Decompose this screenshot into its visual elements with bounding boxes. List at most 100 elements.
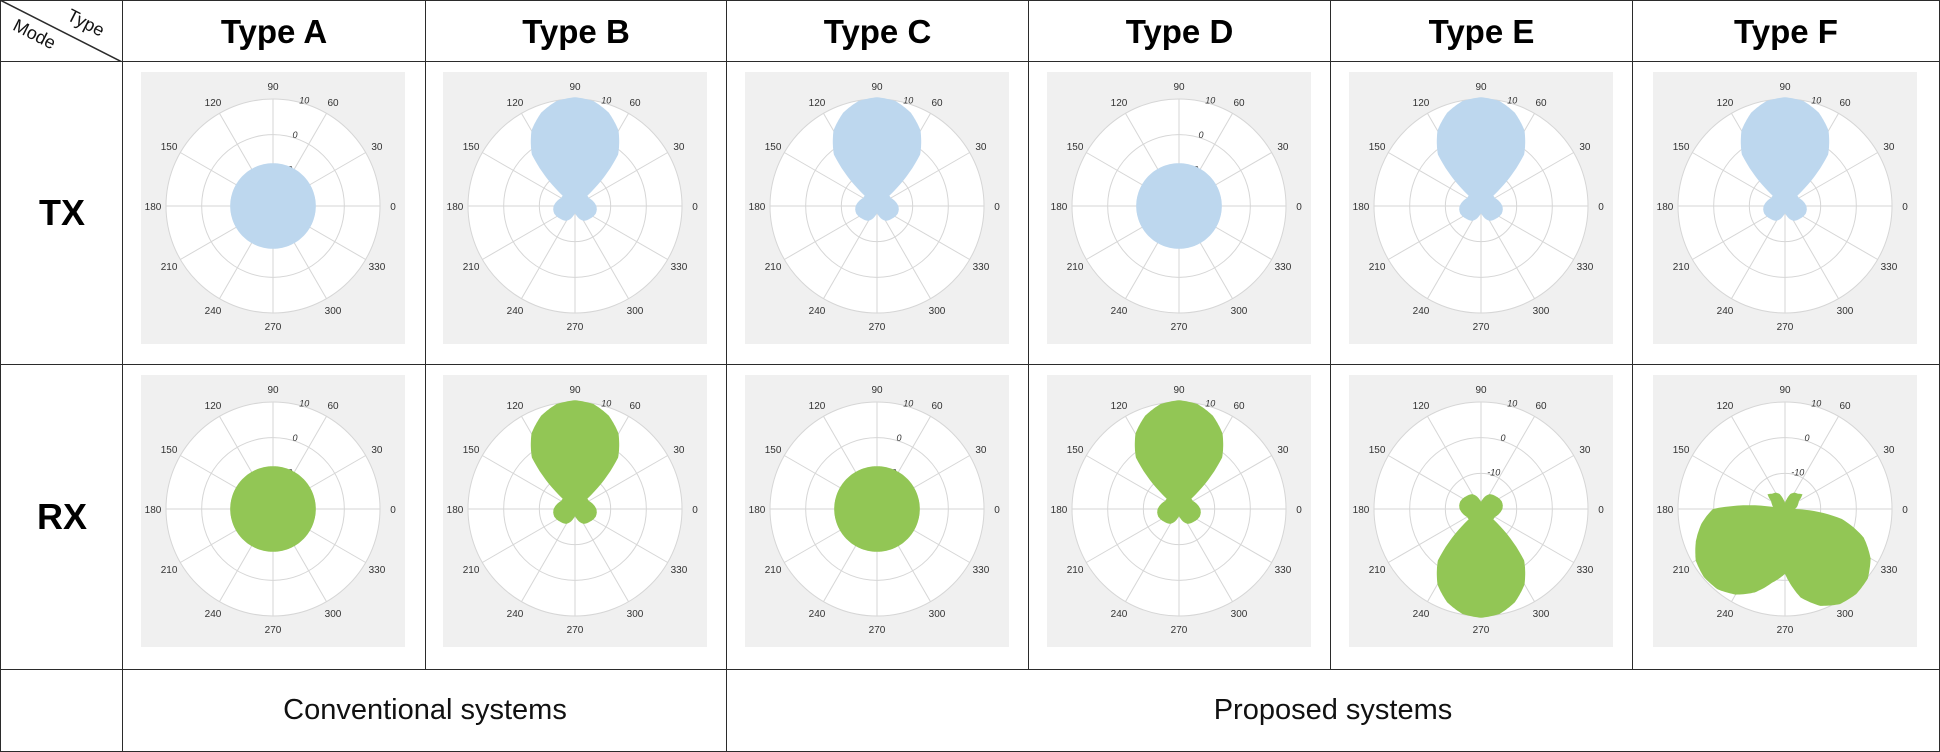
angle-gridline — [574, 508, 629, 602]
radial-tick-label: 10 — [903, 96, 913, 106]
angle-tick-label: 330 — [671, 565, 688, 576]
angle-tick-label: 60 — [629, 401, 641, 412]
radial-tick-label: 0 — [1198, 130, 1203, 140]
radial-tick-label: 10 — [1811, 399, 1821, 409]
angle-tick-label: 120 — [1717, 98, 1734, 109]
angle-gridline — [1480, 416, 1535, 510]
angle-gridline — [574, 152, 668, 207]
angle-tick-label: 300 — [325, 306, 342, 317]
angle-tick-label: 90 — [1173, 385, 1185, 396]
angle-gridline — [521, 508, 576, 602]
angle-gridline — [1480, 152, 1574, 207]
radial-tick-label: -10 — [1487, 468, 1500, 478]
angle-tick-label: 240 — [1412, 609, 1429, 620]
angle-tick-label: 180 — [1050, 505, 1067, 516]
radial-tick-label: 10 — [1507, 399, 1517, 409]
angle-tick-label: 210 — [1066, 262, 1083, 273]
angle-gridline — [822, 205, 877, 299]
angle-tick-label: 180 — [1050, 202, 1067, 213]
angle-tick-label: 300 — [928, 609, 945, 620]
angle-tick-label: 210 — [1673, 262, 1690, 273]
angle-tick-label: 180 — [1352, 505, 1369, 516]
angle-tick-label: 120 — [808, 98, 825, 109]
angle-tick-label: 270 — [1777, 322, 1794, 333]
footer-conventional-systems: Conventional systems — [122, 669, 728, 752]
angle-tick-label: 60 — [1233, 401, 1245, 412]
radiation-pattern-tx — [530, 97, 620, 221]
radial-tick-label: 0 — [1804, 433, 1809, 443]
angle-gridline — [783, 152, 877, 207]
angle-tick-label: 90 — [1475, 385, 1487, 396]
angle-tick-label: 150 — [161, 142, 178, 153]
angle-tick-label: 150 — [764, 142, 781, 153]
angle-tick-label: 0 — [1598, 202, 1604, 213]
angle-gridline — [1426, 205, 1481, 299]
angle-tick-label: 300 — [1837, 306, 1854, 317]
angle-tick-label: 300 — [1532, 306, 1549, 317]
angle-tick-label: 120 — [1412, 401, 1429, 412]
angle-tick-label: 30 — [1883, 142, 1895, 153]
angle-tick-label: 180 — [145, 505, 162, 516]
angle-tick-label: 90 — [1173, 82, 1185, 93]
angle-gridline — [1124, 508, 1179, 602]
angle-tick-label: 330 — [671, 262, 688, 273]
corner-cell: Type Mode — [0, 0, 124, 63]
angle-tick-label: 180 — [145, 202, 162, 213]
angle-tick-label: 90 — [1779, 82, 1791, 93]
angle-tick-label: 300 — [1230, 306, 1247, 317]
angle-tick-label: 150 — [1368, 445, 1385, 456]
angle-tick-label: 180 — [447, 202, 464, 213]
radiation-pattern-rx — [833, 466, 920, 552]
angle-tick-label: 240 — [1110, 609, 1127, 620]
angle-tick-label: 330 — [1576, 262, 1593, 273]
angle-tick-label: 150 — [1673, 445, 1690, 456]
angle-tick-label: 30 — [1579, 142, 1591, 153]
column-header-type-e: Type E — [1330, 0, 1633, 63]
angle-tick-label: 270 — [1777, 625, 1794, 636]
cell-rx-type-e: 0 30 60 90 120 150 180 210 240 270 300 330 -10 0 10 — [1330, 364, 1633, 670]
angle-tick-label: 270 — [1170, 625, 1187, 636]
angle-gridline — [1178, 508, 1233, 602]
angle-gridline — [1178, 455, 1272, 510]
angle-tick-label: 150 — [463, 445, 480, 456]
row-label-rx: RX — [0, 364, 124, 670]
angle-tick-label: 270 — [265, 322, 282, 333]
angle-tick-label: 240 — [507, 609, 524, 620]
radial-tick-label: 10 — [601, 96, 611, 106]
angle-tick-label: 150 — [463, 142, 480, 153]
radiation-pattern-rx — [1134, 400, 1223, 524]
radial-tick-label: 10 — [299, 96, 309, 106]
angle-gridline — [1784, 455, 1878, 510]
angle-tick-label: 330 — [369, 565, 386, 576]
radiation-pattern-rx — [530, 400, 620, 524]
radiation-pattern-rx — [1695, 492, 1871, 606]
angle-gridline — [1784, 205, 1839, 299]
angle-tick-label: 150 — [1368, 142, 1385, 153]
angle-tick-label: 120 — [808, 401, 825, 412]
angle-tick-label: 0 — [692, 505, 698, 516]
angle-tick-label: 90 — [267, 385, 279, 396]
angle-tick-label: 210 — [764, 262, 781, 273]
angle-tick-label: 180 — [748, 202, 765, 213]
angle-tick-label: 210 — [1368, 565, 1385, 576]
angle-tick-label: 30 — [975, 142, 987, 153]
angle-tick-label: 240 — [808, 609, 825, 620]
angle-tick-label: 240 — [1110, 306, 1127, 317]
